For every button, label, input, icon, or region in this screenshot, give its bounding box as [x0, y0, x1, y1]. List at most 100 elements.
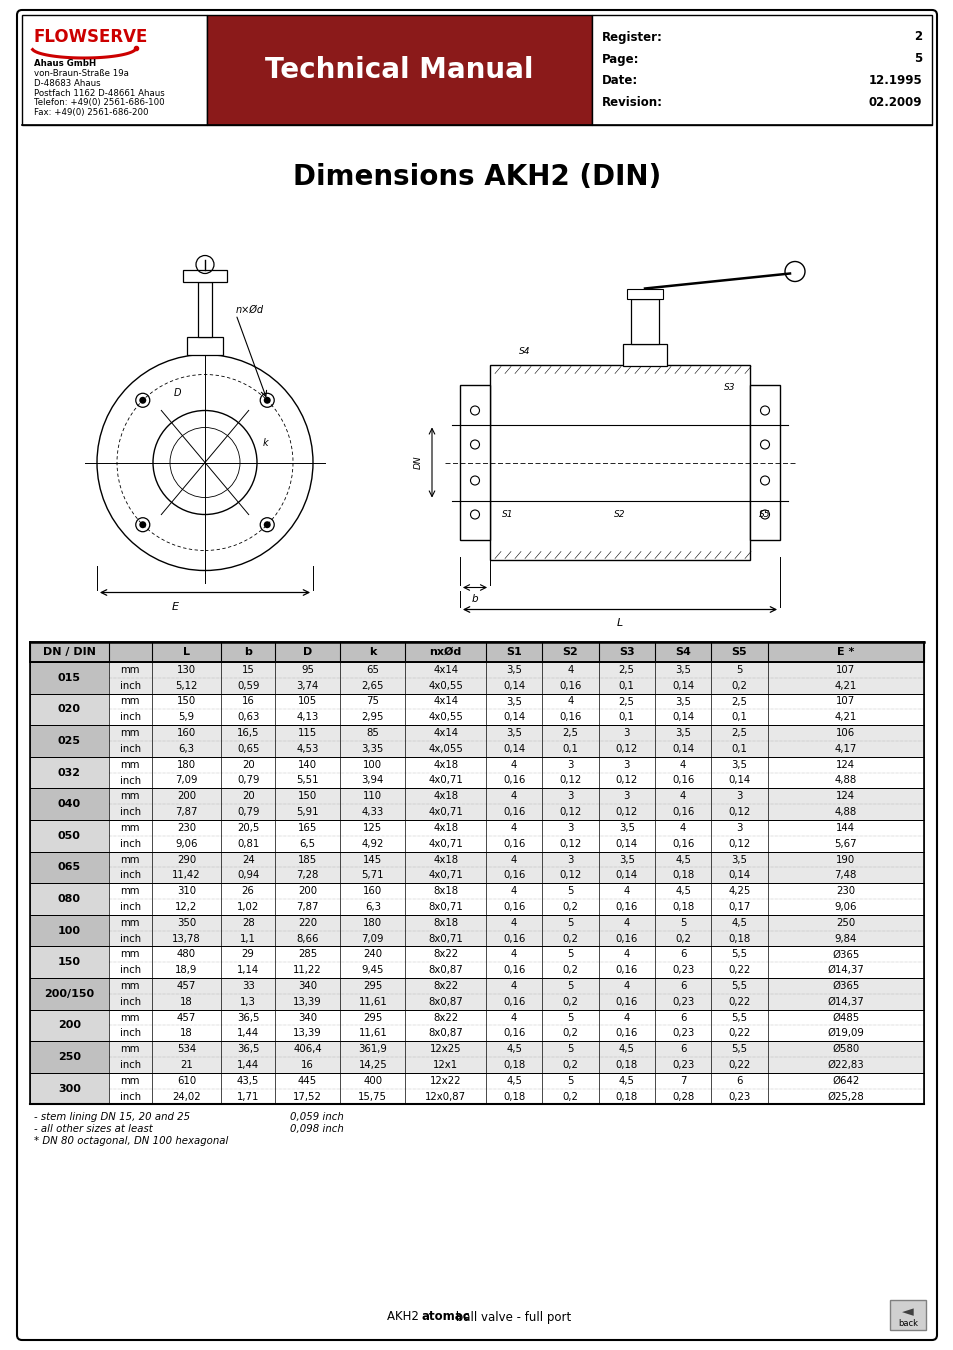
Text: 125: 125 [363, 824, 382, 833]
Text: 130: 130 [176, 666, 195, 675]
Text: 185: 185 [297, 855, 317, 864]
Text: 0,098 inch: 0,098 inch [290, 1125, 343, 1134]
Text: 4x0,71: 4x0,71 [428, 871, 462, 880]
Text: Dimensions AKH2 (DIN): Dimensions AKH2 (DIN) [293, 163, 660, 190]
Text: inch: inch [119, 807, 140, 817]
Text: 220: 220 [297, 918, 316, 927]
Text: 20: 20 [241, 760, 254, 770]
Bar [30, 1041, 923, 1073]
Text: 4,5: 4,5 [731, 918, 746, 927]
Text: mm: mm [120, 886, 140, 896]
Text: 0,18: 0,18 [502, 1060, 525, 1071]
Text: AKH2 -: AKH2 - [387, 1311, 431, 1323]
Text: 02.2009: 02.2009 [867, 96, 921, 109]
Text: 080: 080 [58, 894, 81, 904]
Text: 4,88: 4,88 [834, 775, 856, 786]
Text: 5,12: 5,12 [175, 680, 197, 691]
Text: 0,14: 0,14 [671, 744, 694, 753]
Text: S3: S3 [618, 647, 634, 657]
Text: 0,16: 0,16 [502, 965, 525, 975]
Text: 106: 106 [835, 728, 855, 738]
Text: b: b [471, 594, 477, 605]
Text: 0,14: 0,14 [671, 680, 694, 691]
Text: 5,71: 5,71 [361, 871, 384, 880]
Text: 5,9: 5,9 [178, 713, 194, 722]
Text: 4x0,71: 4x0,71 [428, 838, 462, 849]
Text: Ø14,37: Ø14,37 [826, 965, 863, 975]
Text: mm: mm [120, 981, 140, 991]
Text: 0,79: 0,79 [236, 775, 259, 786]
Text: 0,1: 0,1 [731, 744, 746, 753]
Text: 7,09: 7,09 [175, 775, 197, 786]
Bar [30, 757, 923, 788]
Text: 4: 4 [511, 855, 517, 864]
Text: 0,16: 0,16 [502, 807, 525, 817]
Text: 2,5: 2,5 [731, 728, 746, 738]
Text: Fax: +49(0) 2561-686-200: Fax: +49(0) 2561-686-200 [34, 108, 149, 117]
Text: ◄: ◄ [902, 1304, 913, 1319]
Text: 18,9: 18,9 [175, 965, 197, 975]
Text: n×Ød: n×Ød [235, 305, 264, 315]
Text: 0,2: 0,2 [562, 965, 578, 975]
Text: inch: inch [119, 965, 140, 975]
Text: Ø365: Ø365 [831, 981, 859, 991]
Text: 165: 165 [297, 824, 317, 833]
Bar [183, 270, 227, 282]
Text: 3,5: 3,5 [731, 855, 746, 864]
Text: Postfach 1162 D-48661 Ahaus: Postfach 1162 D-48661 Ahaus [34, 89, 165, 97]
Text: 4: 4 [623, 886, 629, 896]
Text: 26: 26 [241, 886, 254, 896]
Text: 190: 190 [835, 855, 855, 864]
Text: 4,25: 4,25 [727, 886, 750, 896]
Text: 2,5: 2,5 [562, 728, 578, 738]
Text: 0,18: 0,18 [615, 1060, 638, 1071]
Text: Technical Manual: Technical Manual [265, 55, 533, 84]
Text: 0,81: 0,81 [236, 838, 259, 849]
Text: 0,2: 0,2 [562, 933, 578, 944]
Text: 145: 145 [363, 855, 382, 864]
Text: 3: 3 [623, 760, 629, 770]
Text: 7,28: 7,28 [296, 871, 318, 880]
Text: 115: 115 [297, 728, 317, 738]
Text: 4: 4 [623, 949, 629, 960]
Text: 0,16: 0,16 [502, 1029, 525, 1038]
Text: 95: 95 [301, 666, 314, 675]
Text: 160: 160 [363, 886, 382, 896]
Text: inch: inch [119, 996, 140, 1007]
Text: 0,059 inch: 0,059 inch [290, 1112, 343, 1122]
Text: 29: 29 [241, 949, 254, 960]
Text: 310: 310 [176, 886, 195, 896]
Text: mm: mm [120, 666, 140, 675]
Text: 0,17: 0,17 [727, 902, 750, 911]
Text: 5: 5 [567, 949, 573, 960]
Text: 144: 144 [836, 824, 855, 833]
Bar [30, 788, 923, 819]
Text: 3,5: 3,5 [618, 855, 634, 864]
Text: 065: 065 [58, 863, 81, 872]
Text: Page:: Page: [601, 53, 639, 66]
Text: 12,2: 12,2 [175, 902, 197, 911]
Text: 5: 5 [567, 918, 573, 927]
Text: 4x0,55: 4x0,55 [428, 713, 462, 722]
Text: 21: 21 [180, 1060, 193, 1071]
Text: 5,91: 5,91 [296, 807, 318, 817]
Text: 0,14: 0,14 [727, 871, 750, 880]
Text: 3,5: 3,5 [731, 760, 746, 770]
Text: - all other sizes at least: - all other sizes at least [34, 1125, 152, 1134]
Text: 3,5: 3,5 [506, 697, 521, 706]
Text: b: b [244, 647, 252, 657]
Text: 5: 5 [567, 886, 573, 896]
Text: 350: 350 [176, 918, 196, 927]
Text: 0,14: 0,14 [671, 713, 694, 722]
Text: 3: 3 [567, 791, 573, 802]
Text: 85: 85 [366, 728, 379, 738]
Text: 4: 4 [679, 824, 685, 833]
Text: 3,5: 3,5 [506, 666, 521, 675]
Text: 4,17: 4,17 [834, 744, 856, 753]
Text: 11,22: 11,22 [293, 965, 321, 975]
Text: Revision:: Revision: [601, 96, 662, 109]
Text: 0,12: 0,12 [615, 744, 638, 753]
Text: 0,18: 0,18 [671, 871, 694, 880]
Bar [30, 694, 923, 725]
Text: 100: 100 [363, 760, 382, 770]
